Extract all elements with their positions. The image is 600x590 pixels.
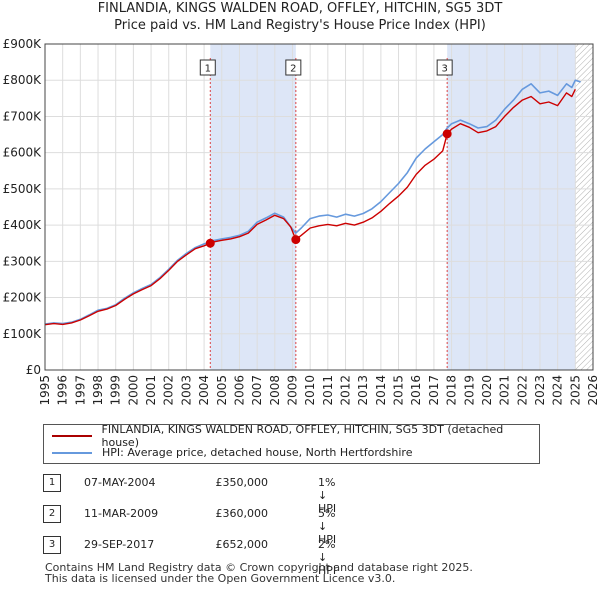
property-series-line [44, 88, 576, 326]
x-tick-label: 2014 [374, 375, 388, 406]
x-tick-label: 2005 [215, 375, 229, 406]
sale-badge: 2 [43, 505, 61, 523]
sale-marker-label: 1 [205, 64, 211, 75]
sale-date: 07-MAY-2004 [84, 476, 156, 489]
legend-swatch-hpi [52, 451, 92, 454]
x-tick-label: 2007 [250, 375, 264, 406]
y-tick-label: £500K [3, 182, 43, 196]
y-tick-label: £100K [3, 327, 43, 341]
y-tick-label: £900K [3, 37, 43, 51]
legend-label-property: FINLANDIA, KINGS WALDEN ROAD, OFFLEY, HI… [101, 422, 504, 449]
y-tick-label: £800K [3, 73, 43, 87]
sale-hpi-diff: 5% ↓ HPI [318, 507, 337, 546]
x-tick-label: 2004 [197, 375, 211, 406]
y-tick-label: £700K [3, 109, 43, 123]
footer-copyright: Contains HM Land Registry data © Crown c… [45, 561, 473, 574]
sale-point [442, 129, 452, 139]
x-tick-label: 2019 [462, 375, 476, 406]
x-tick-label: 2021 [498, 375, 512, 406]
x-tick-label: 2012 [339, 375, 353, 406]
x-tick-label: 2002 [162, 375, 176, 406]
sale-point [205, 238, 215, 248]
x-tick-label: 2001 [144, 375, 158, 406]
legend-item-property: FINLANDIA, KINGS WALDEN ROAD, OFFLEY, HI… [52, 423, 539, 449]
sale-period-shade [210, 44, 296, 370]
sale-marker-box [199, 59, 216, 76]
sale-badge: 1 [43, 474, 61, 492]
chart-title: FINLANDIA, KINGS WALDEN ROAD, OFFLEY, HI… [97, 1, 503, 16]
x-tick-label: 2018 [445, 375, 459, 406]
x-tick-label: 1999 [109, 375, 123, 406]
sale-date: 29-SEP-2017 [84, 538, 155, 551]
x-tick-label: 2020 [480, 375, 494, 406]
x-tick-label: 2008 [268, 375, 282, 406]
price-chart: £0 £100K £200K £300K £400K £500K £600K £700K £80… [3, 37, 600, 406]
x-tick-label: 2026 [586, 375, 600, 406]
sale-marker-label: 3 [441, 64, 447, 75]
legend-label-hpi: HPI: Average price, detached house, Nort… [102, 446, 413, 459]
sale-point [291, 235, 301, 245]
sale-price: £360,000 [215, 507, 269, 520]
sale-hpi-diff: 2% ↓ HPI [318, 538, 337, 577]
x-tick-label: 2013 [356, 375, 370, 406]
sale-date: 11-MAR-2009 [84, 507, 159, 520]
y-tick-label: £600K [3, 146, 43, 160]
x-tick-label: 1997 [73, 375, 87, 406]
plot-border [44, 43, 594, 371]
sale-badge: 3 [43, 536, 61, 554]
x-tick-label: 2025 [568, 375, 582, 406]
sale-price: £652,000 [215, 538, 269, 551]
x-tick-label: 2000 [126, 375, 140, 406]
x-tick-label: 1995 [38, 375, 52, 406]
x-tick-label: 2009 [285, 375, 299, 406]
x-tick-label: 1998 [91, 375, 105, 406]
legend: FINLANDIA, KINGS WALDEN ROAD, OFFLEY, HI… [43, 423, 540, 464]
x-tick-label: 2015 [392, 375, 406, 406]
x-tick-label: 2022 [515, 375, 529, 406]
legend-item-hpi: HPI: Average price, detached house, Nort… [52, 444, 412, 461]
y-tick-label: £200K [3, 291, 43, 305]
y-tick-label: £400K [3, 218, 43, 232]
y-tick-label: £300K [3, 254, 43, 268]
x-tick-label: 2003 [179, 375, 193, 406]
x-tick-label: 1996 [56, 375, 70, 406]
x-tick-label: 2011 [321, 375, 335, 406]
sale-price: £350,000 [215, 476, 269, 489]
x-tick-label: 2006 [232, 375, 246, 406]
legend-swatch-property [52, 434, 92, 437]
sale-marker-box [436, 59, 453, 76]
x-tick-label: 2023 [533, 375, 547, 406]
chart-subtitle: Price paid vs. HM Land Registry's House … [114, 18, 486, 33]
sale-period-shade [447, 44, 576, 370]
footer-licence: This data is licensed under the Open Gov… [45, 572, 396, 585]
y-tick-label: £0 [26, 363, 41, 377]
x-tick-label: 2024 [551, 375, 565, 406]
forecast-hatch [575, 44, 593, 370]
x-tick-label: 2017 [427, 375, 441, 406]
hpi-series-line [44, 79, 581, 325]
sale-marker-box [285, 59, 302, 76]
sale-marker-label: 2 [290, 64, 296, 75]
x-tick-label: 2010 [303, 375, 317, 406]
x-tick-label: 2016 [409, 375, 423, 406]
sale-hpi-diff: 1% ↓ HPI [318, 476, 337, 515]
